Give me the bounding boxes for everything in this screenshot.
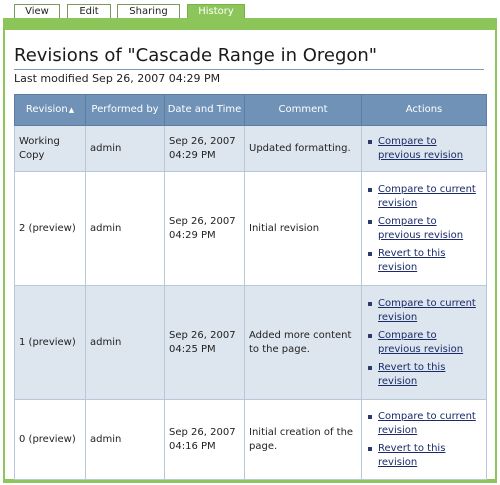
comment-cell: Added more content to the page.	[244, 285, 362, 400]
revisions-table: Revision▲ Performed by Date and Time Com…	[14, 94, 487, 480]
performed-by-cell: admin	[85, 171, 165, 286]
revision-cell: 2 (preview)	[14, 171, 86, 286]
date-time-cell: Sep 26, 2007 04:29 PM	[164, 125, 245, 172]
performed-by-cell: admin	[85, 399, 165, 480]
comment-cell: Initial revision	[244, 171, 362, 286]
tab-sharing[interactable]: Sharing	[117, 4, 180, 18]
compare-previous-link[interactable]: Compare to previous revision	[378, 215, 464, 241]
actions-cell: Compare to current revision Compare to p…	[361, 171, 487, 286]
compare-current-link[interactable]: Compare to current revision	[378, 410, 476, 436]
sort-ascending-icon: ▲	[68, 106, 75, 114]
compare-current-link[interactable]: Compare to current revision	[378, 183, 476, 209]
page-title: Revisions of "Cascade Range in Oregon"	[14, 45, 484, 70]
tab-bar: View Edit Sharing History	[0, 0, 500, 19]
col-header-actions: Actions	[361, 94, 487, 126]
comment-cell: Updated formatting.	[244, 125, 362, 172]
date-time-cell: Sep 26, 2007 04:16 PM	[164, 399, 245, 480]
comment-cell: Initial creation of the page.	[244, 399, 362, 480]
revision-cell: Working Copy	[14, 125, 86, 172]
col-header-performed-by: Performed by	[85, 94, 165, 126]
table-row: Working Copy admin Sep 26, 2007 04:29 PM …	[14, 125, 487, 172]
table-row: 2 (preview) admin Sep 26, 2007 04:29 PM I…	[14, 171, 487, 286]
revision-cell: 1 (preview)	[14, 285, 86, 400]
revert-link[interactable]: Revert to this revision	[378, 442, 446, 468]
tab-edit[interactable]: Edit	[67, 4, 111, 18]
table-header-row: Revision▲ Performed by Date and Time Com…	[14, 94, 487, 126]
date-time-cell: Sep 26, 2007 04:25 PM	[164, 285, 245, 400]
tab-view[interactable]: View	[14, 4, 60, 18]
actions-cell: Compare to current revision Compare to p…	[361, 285, 487, 400]
col-header-date-time: Date and Time	[164, 94, 245, 126]
revert-link[interactable]: Revert to this revision	[378, 361, 446, 387]
compare-current-link[interactable]: Compare to current revision	[378, 297, 476, 323]
performed-by-cell: admin	[85, 285, 165, 400]
content-frame	[3, 18, 497, 483]
table-row: 1 (preview) admin Sep 26, 2007 04:25 PM A…	[14, 285, 487, 400]
last-modified: Last modified Sep 26, 2007 04:29 PM	[14, 72, 221, 85]
revision-cell: 0 (preview)	[14, 399, 86, 480]
revert-link[interactable]: Revert to this revision	[378, 247, 446, 273]
compare-previous-link[interactable]: Compare to previous revision	[378, 329, 464, 355]
compare-previous-link[interactable]: Compare to previous revision	[378, 135, 464, 161]
tab-history[interactable]: History	[187, 4, 245, 19]
actions-cell: Compare to previous revision	[361, 125, 487, 172]
col-header-revision[interactable]: Revision▲	[14, 94, 86, 126]
col-header-comment: Comment	[244, 94, 362, 126]
table-row: 0 (preview) admin Sep 26, 2007 04:16 PM I…	[14, 399, 487, 480]
date-time-cell: Sep 26, 2007 04:29 PM	[164, 171, 245, 286]
actions-cell: Compare to current revision Revert to th…	[361, 399, 487, 480]
performed-by-cell: admin	[85, 125, 165, 172]
